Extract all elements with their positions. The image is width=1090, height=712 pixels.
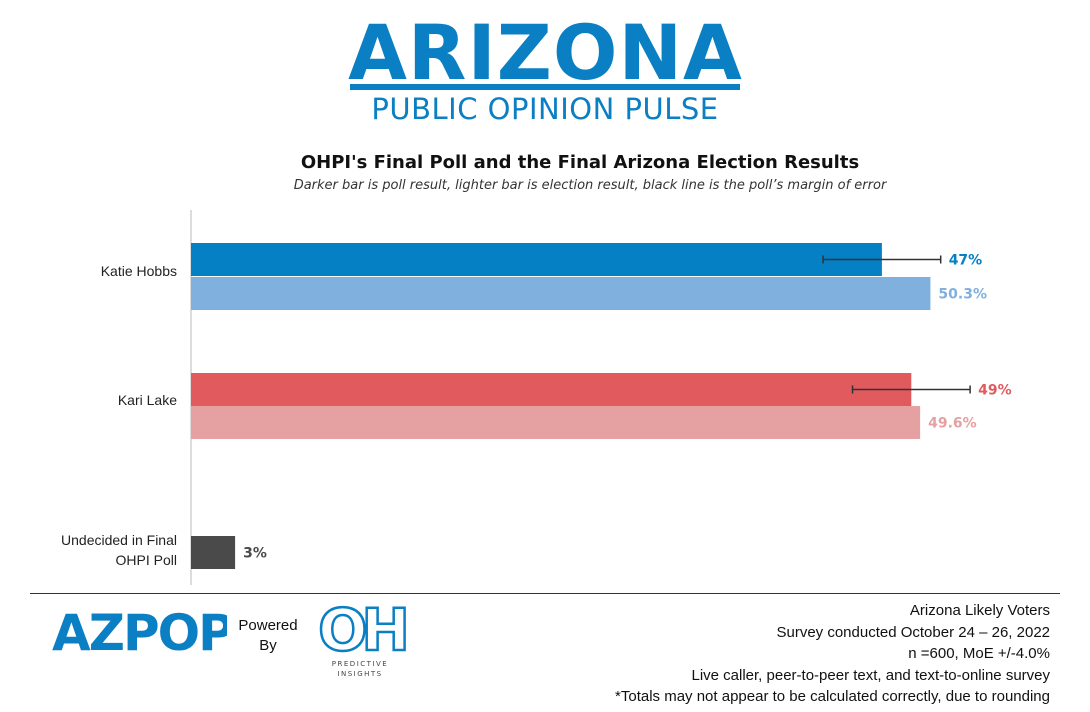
powered-by-text: Powered By <box>238 617 298 654</box>
category-label: Kari Lake <box>118 392 177 408</box>
note-line: n =600, MoE +/-4.0% <box>908 645 1050 662</box>
azpop-logo: AZPOP <box>52 606 227 656</box>
predictive-insights-logo: OH <box>317 600 407 658</box>
chart-subtitle: Darker bar is poll result, lighter bar i… <box>293 178 887 193</box>
azpop-logo-az: AZPOP <box>52 606 227 656</box>
bar-poll <box>191 373 912 406</box>
data-label: 47% <box>949 253 983 269</box>
bar-chart: 47% 50.3% 49% 49.6% 3% Katie Hobbs Kari Lake Un… <box>61 210 1012 585</box>
note-line: Live caller, peer-to-peer text, and text… <box>691 666 1050 684</box>
category-label: Katie Hobbs <box>101 263 177 279</box>
data-label: 3% <box>243 546 267 562</box>
note-line: Arizona Likely Voters <box>909 602 1050 619</box>
data-label: 49.6% <box>928 416 977 432</box>
data-label: 50.3% <box>938 287 987 303</box>
note-line: Survey conducted October 24 – 26, 2022 <box>776 623 1050 641</box>
footer-divider <box>30 593 1060 594</box>
brand-header: ARIZONA PUBLIC OPINION PULSE <box>0 0 1090 140</box>
bar-poll <box>191 243 882 276</box>
brand-divider <box>350 84 740 90</box>
bar-poll <box>191 536 236 569</box>
brand-title: ARIZONA <box>348 8 743 97</box>
oh-logo-letters: OH <box>318 600 405 658</box>
chart-title: OHPI's Final Poll and the Final Arizona … <box>300 152 860 173</box>
bar-election <box>191 406 921 439</box>
data-label: 49% <box>978 383 1012 399</box>
predictive-insights-caption: PREDICTIVE INSIGHTS <box>331 660 389 678</box>
brand-subtitle: PUBLIC OPINION PULSE <box>371 92 719 126</box>
note-line: *Totals may not appear to be calculated … <box>615 688 1050 705</box>
bar-election <box>191 277 931 310</box>
category-label: OHPI Poll <box>116 552 177 568</box>
category-label: Undecided in Final <box>61 532 177 548</box>
survey-notes: Arizona Likely Voters Survey conducted O… <box>490 600 1050 708</box>
